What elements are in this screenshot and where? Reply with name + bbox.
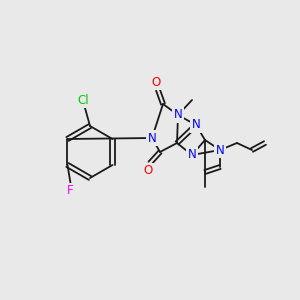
Text: O: O xyxy=(143,164,153,178)
Text: N: N xyxy=(216,143,224,157)
Text: N: N xyxy=(148,131,156,145)
Text: O: O xyxy=(152,76,160,88)
Text: N: N xyxy=(192,118,200,131)
Text: N: N xyxy=(188,148,196,161)
Text: Cl: Cl xyxy=(77,94,89,106)
Text: F: F xyxy=(67,184,74,197)
Text: N: N xyxy=(174,109,182,122)
